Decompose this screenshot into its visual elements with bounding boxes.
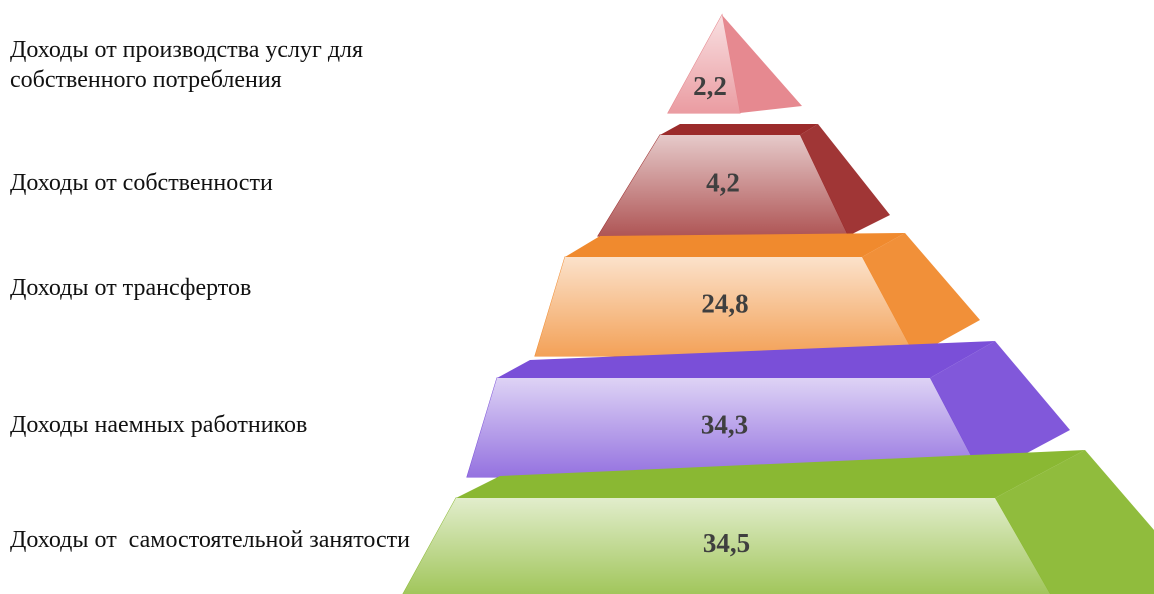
value-label: 2,2 (693, 71, 727, 101)
layer-top (456, 450, 1085, 498)
category-label: Доходы от трансфертов (10, 275, 252, 301)
layer-shine (403, 498, 1050, 594)
value-label: 24,8 (701, 289, 748, 319)
layer-top (565, 233, 905, 257)
value-label: 34,3 (701, 410, 748, 440)
layer-shine (668, 15, 740, 113)
layer-side (930, 341, 1070, 477)
layer-top (497, 341, 995, 378)
category-label: Доходы от производства услуг для собстве… (10, 37, 370, 93)
layer-top (660, 124, 818, 135)
value-label: 34,5 (703, 528, 750, 558)
layer-shine (598, 135, 848, 236)
layer-shine (535, 257, 915, 356)
category-label: Доходы наемных работников (10, 412, 308, 438)
layer-side (722, 15, 802, 113)
category-label: Доходы от собственности (10, 170, 273, 196)
layer-side (862, 233, 980, 356)
layer-side (995, 450, 1154, 594)
value-label: 4,2 (706, 168, 740, 198)
layer-side (800, 124, 890, 236)
category-label: Доходы от самостоятельной занятости (10, 527, 410, 553)
layer-shine (467, 378, 982, 477)
